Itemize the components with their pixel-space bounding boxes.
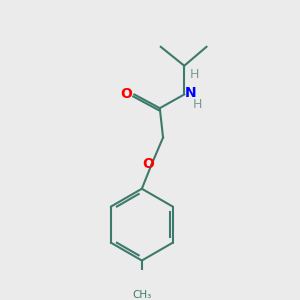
Text: O: O [120,87,132,101]
Text: O: O [142,157,154,171]
Text: CH₃: CH₃ [132,290,152,300]
Text: H: H [190,68,200,81]
Text: H: H [192,98,202,111]
Text: N: N [185,86,197,100]
